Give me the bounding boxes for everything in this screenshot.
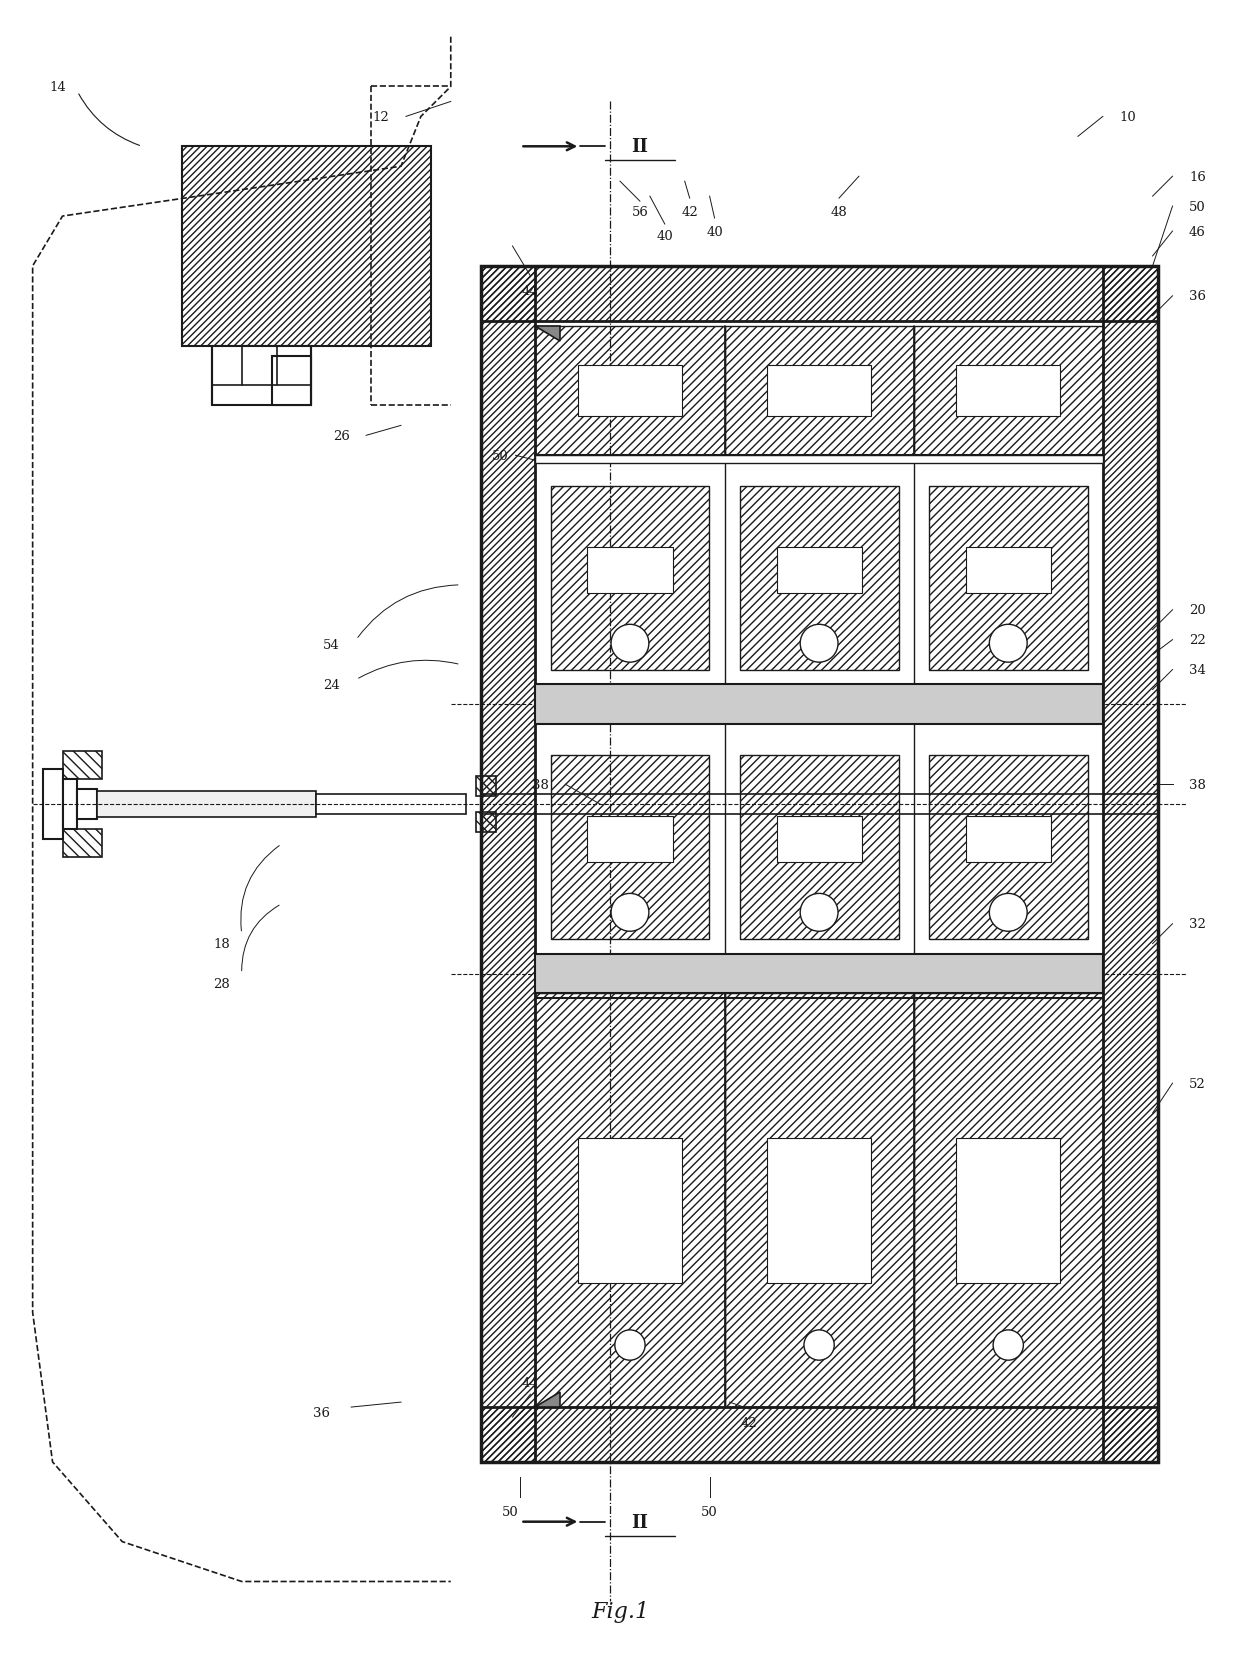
Bar — [212, 346, 311, 406]
Bar — [1102, 266, 1158, 1463]
Text: II: II — [631, 1513, 649, 1531]
Circle shape — [611, 626, 649, 662]
Text: 12: 12 — [373, 111, 389, 123]
Circle shape — [993, 1330, 1023, 1361]
Bar — [536, 456, 1102, 464]
Bar — [272, 356, 311, 406]
Bar — [966, 547, 1050, 594]
Bar — [536, 953, 1102, 993]
Bar — [740, 755, 899, 938]
Text: 50: 50 — [502, 1506, 518, 1518]
Text: 50: 50 — [1189, 200, 1205, 213]
Bar — [316, 795, 466, 815]
Bar — [724, 326, 914, 456]
Text: 10: 10 — [1120, 111, 1136, 123]
Bar — [98, 792, 316, 817]
Text: Fig.1: Fig.1 — [591, 1601, 649, 1622]
Bar — [929, 755, 1087, 938]
Text: 36: 36 — [1189, 290, 1207, 303]
Bar — [588, 817, 672, 862]
Bar — [536, 326, 724, 456]
Bar — [62, 752, 103, 780]
Polygon shape — [536, 326, 560, 341]
Text: 42: 42 — [742, 1416, 758, 1429]
Text: 50: 50 — [702, 1506, 718, 1518]
Circle shape — [611, 894, 649, 932]
Text: 44: 44 — [522, 1376, 538, 1389]
Bar — [536, 686, 1102, 726]
Text: 52: 52 — [1189, 1077, 1205, 1090]
Text: 36: 36 — [312, 1406, 330, 1419]
Circle shape — [615, 1330, 645, 1361]
Bar — [578, 1138, 682, 1283]
Bar — [476, 812, 496, 832]
Bar — [724, 993, 914, 1408]
Text: 46: 46 — [1189, 225, 1205, 238]
Circle shape — [990, 894, 1027, 932]
Bar — [62, 830, 103, 857]
Circle shape — [800, 626, 838, 662]
Bar — [182, 146, 430, 346]
Text: 14: 14 — [50, 82, 66, 93]
Bar — [768, 1138, 872, 1283]
Bar — [956, 366, 1060, 418]
Polygon shape — [536, 1393, 560, 1408]
Text: 40: 40 — [656, 230, 673, 243]
Circle shape — [804, 1330, 835, 1361]
Text: 38: 38 — [532, 779, 549, 790]
Bar — [768, 366, 872, 418]
Bar — [536, 993, 724, 1408]
Text: 18: 18 — [213, 937, 231, 950]
Circle shape — [990, 626, 1027, 662]
Text: 22: 22 — [1189, 634, 1205, 647]
Bar — [62, 780, 77, 830]
Text: 48: 48 — [831, 205, 847, 218]
Text: 56: 56 — [631, 205, 649, 218]
Bar — [551, 488, 709, 671]
Text: 32: 32 — [1189, 917, 1205, 930]
Bar — [481, 266, 536, 1463]
Bar — [914, 993, 1102, 1408]
Text: 40: 40 — [707, 225, 723, 238]
Text: 38: 38 — [1189, 779, 1205, 790]
Text: 34: 34 — [1189, 664, 1205, 677]
Bar — [929, 488, 1087, 671]
Bar — [481, 266, 1158, 321]
Text: 26: 26 — [332, 429, 350, 443]
Text: 54: 54 — [322, 639, 340, 652]
Text: 24: 24 — [322, 679, 340, 692]
Bar — [551, 755, 709, 938]
Bar — [776, 547, 862, 594]
Bar — [776, 817, 862, 862]
Bar — [578, 366, 682, 418]
Bar — [42, 770, 62, 839]
Text: 20: 20 — [1189, 604, 1205, 617]
Text: II: II — [631, 138, 649, 156]
Bar — [588, 547, 672, 594]
Text: 28: 28 — [213, 977, 231, 990]
Text: 44: 44 — [522, 285, 538, 298]
Text: 50: 50 — [492, 449, 508, 463]
Bar — [481, 266, 1158, 1463]
Bar — [77, 790, 98, 820]
Bar — [966, 817, 1050, 862]
Text: 42: 42 — [681, 205, 698, 218]
Circle shape — [800, 894, 838, 932]
Bar — [481, 1408, 1158, 1463]
Bar — [914, 326, 1102, 456]
Bar — [956, 1138, 1060, 1283]
Bar — [476, 777, 496, 797]
Text: 16: 16 — [1189, 171, 1205, 183]
Bar — [740, 488, 899, 671]
